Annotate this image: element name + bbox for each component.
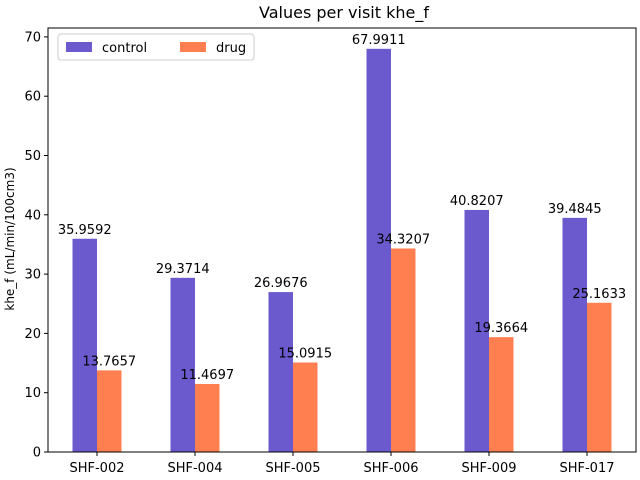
legend-label-drug: drug: [216, 41, 246, 56]
y-tick-label: 50: [24, 149, 41, 164]
data-label: 11.4697: [180, 368, 234, 383]
legend-swatch-drug: [180, 42, 206, 52]
bar-control: [170, 277, 195, 452]
data-label: 25.1633: [572, 287, 626, 302]
y-tick-label: 20: [24, 327, 41, 342]
y-tick-label: 60: [24, 90, 41, 105]
plot-frame: [47, 27, 637, 453]
x-tick-label: SHF-006: [363, 461, 418, 476]
bar-drug: [489, 337, 514, 452]
bar-control: [366, 48, 391, 453]
data-label: 35.9592: [58, 223, 112, 238]
chart-title: Values per visit khe_f: [259, 3, 429, 23]
y-tick-label: 0: [33, 446, 41, 461]
bar-drug: [587, 302, 612, 452]
bar-control: [72, 238, 97, 452]
y-tick-label: 30: [24, 268, 41, 283]
data-label: 34.3207: [376, 232, 430, 247]
bar-control: [268, 292, 293, 452]
bar-drug: [293, 362, 318, 452]
x-tick-label: SHF-005: [265, 461, 320, 476]
x-tick-label: SHF-004: [167, 461, 222, 476]
legend-box: [57, 33, 255, 61]
bar-drug: [195, 383, 220, 452]
legend-label-control: control: [102, 41, 147, 56]
bar-drug: [97, 370, 122, 452]
bar-control: [562, 217, 587, 452]
y-tick-label: 70: [24, 30, 41, 45]
data-label: 67.9911: [352, 33, 406, 48]
x-tick-label: SHF-009: [461, 461, 516, 476]
bar-control: [464, 209, 489, 452]
data-label: 19.3664: [474, 321, 528, 336]
data-label: 40.8207: [450, 194, 504, 209]
x-tick-label: SHF-017: [559, 461, 614, 476]
data-label: 26.9676: [254, 276, 308, 291]
legend: control drug: [57, 33, 255, 61]
data-label: 39.4845: [548, 202, 602, 217]
data-label: 15.0915: [278, 347, 332, 362]
x-tick-label: SHF-002: [69, 461, 124, 476]
bar-drug: [391, 248, 416, 452]
y-tick-label: 40: [24, 208, 41, 223]
y-axis-label: khe_f (mL/min/100cm3): [3, 167, 17, 310]
plot-area: 35.9592 13.7657 29.3714 11.4697 26.9676 15.09…: [24, 27, 637, 476]
data-label: 29.3714: [156, 262, 210, 277]
y-tick-label: 10: [24, 386, 41, 401]
data-label: 13.7657: [82, 354, 136, 369]
legend-swatch-control: [66, 42, 92, 52]
